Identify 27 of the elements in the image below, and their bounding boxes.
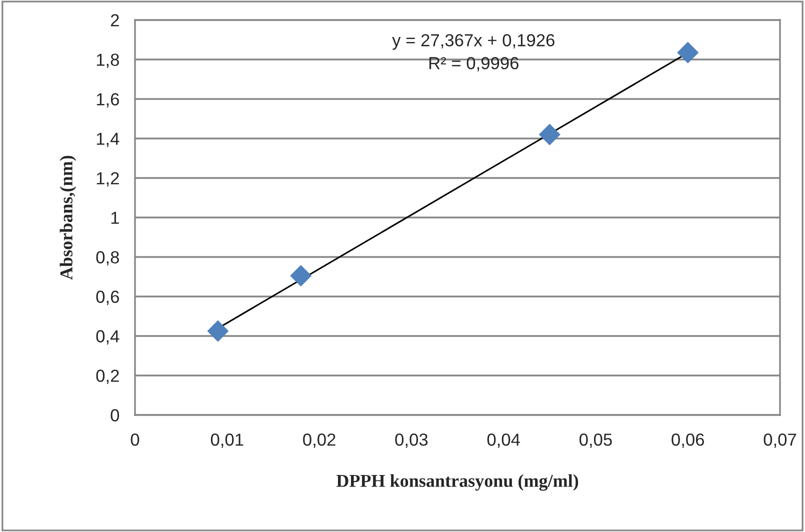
x-tick-label: 0,07	[764, 434, 796, 448]
y-tick-label: 0,4	[96, 330, 120, 345]
y-tick-label: 2	[110, 14, 119, 26]
x-tick-label: 0,02	[303, 434, 336, 448]
point	[207, 320, 229, 342]
x-axis-title: DPPH konsantrasyonu (mg/ml)	[336, 474, 578, 491]
annotation: y = 27,367x + 0,1926	[392, 34, 554, 50]
x-tick-label: 0,05	[580, 434, 612, 448]
y-axis-title: Absorbans,(nm)	[60, 156, 76, 280]
y-tick-label: 1,2	[96, 172, 119, 187]
point	[677, 42, 699, 64]
y-tick-label: 1,4	[96, 132, 120, 148]
y-tick-label: 1,6	[96, 93, 119, 108]
annotation: R² = 0,9996	[429, 57, 518, 72]
point	[290, 265, 312, 286]
y-tick-label: 0,2	[96, 370, 119, 384]
y-tick-label: 1	[111, 212, 119, 224]
y-tick-label: 1,8	[96, 54, 119, 68]
y-tick-label: 0,8	[96, 251, 119, 266]
x-tick-label: 0,01	[210, 434, 244, 448]
y-tick-label: 0	[110, 409, 120, 422]
x-tick-label: 0,03	[395, 434, 428, 448]
x-tick-label: 0,06	[672, 434, 704, 448]
x-tick-label: 0	[130, 434, 140, 446]
point	[538, 124, 560, 146]
x-tick-label: 0,04	[487, 434, 520, 448]
y-tick-label: 0,6	[96, 290, 119, 306]
